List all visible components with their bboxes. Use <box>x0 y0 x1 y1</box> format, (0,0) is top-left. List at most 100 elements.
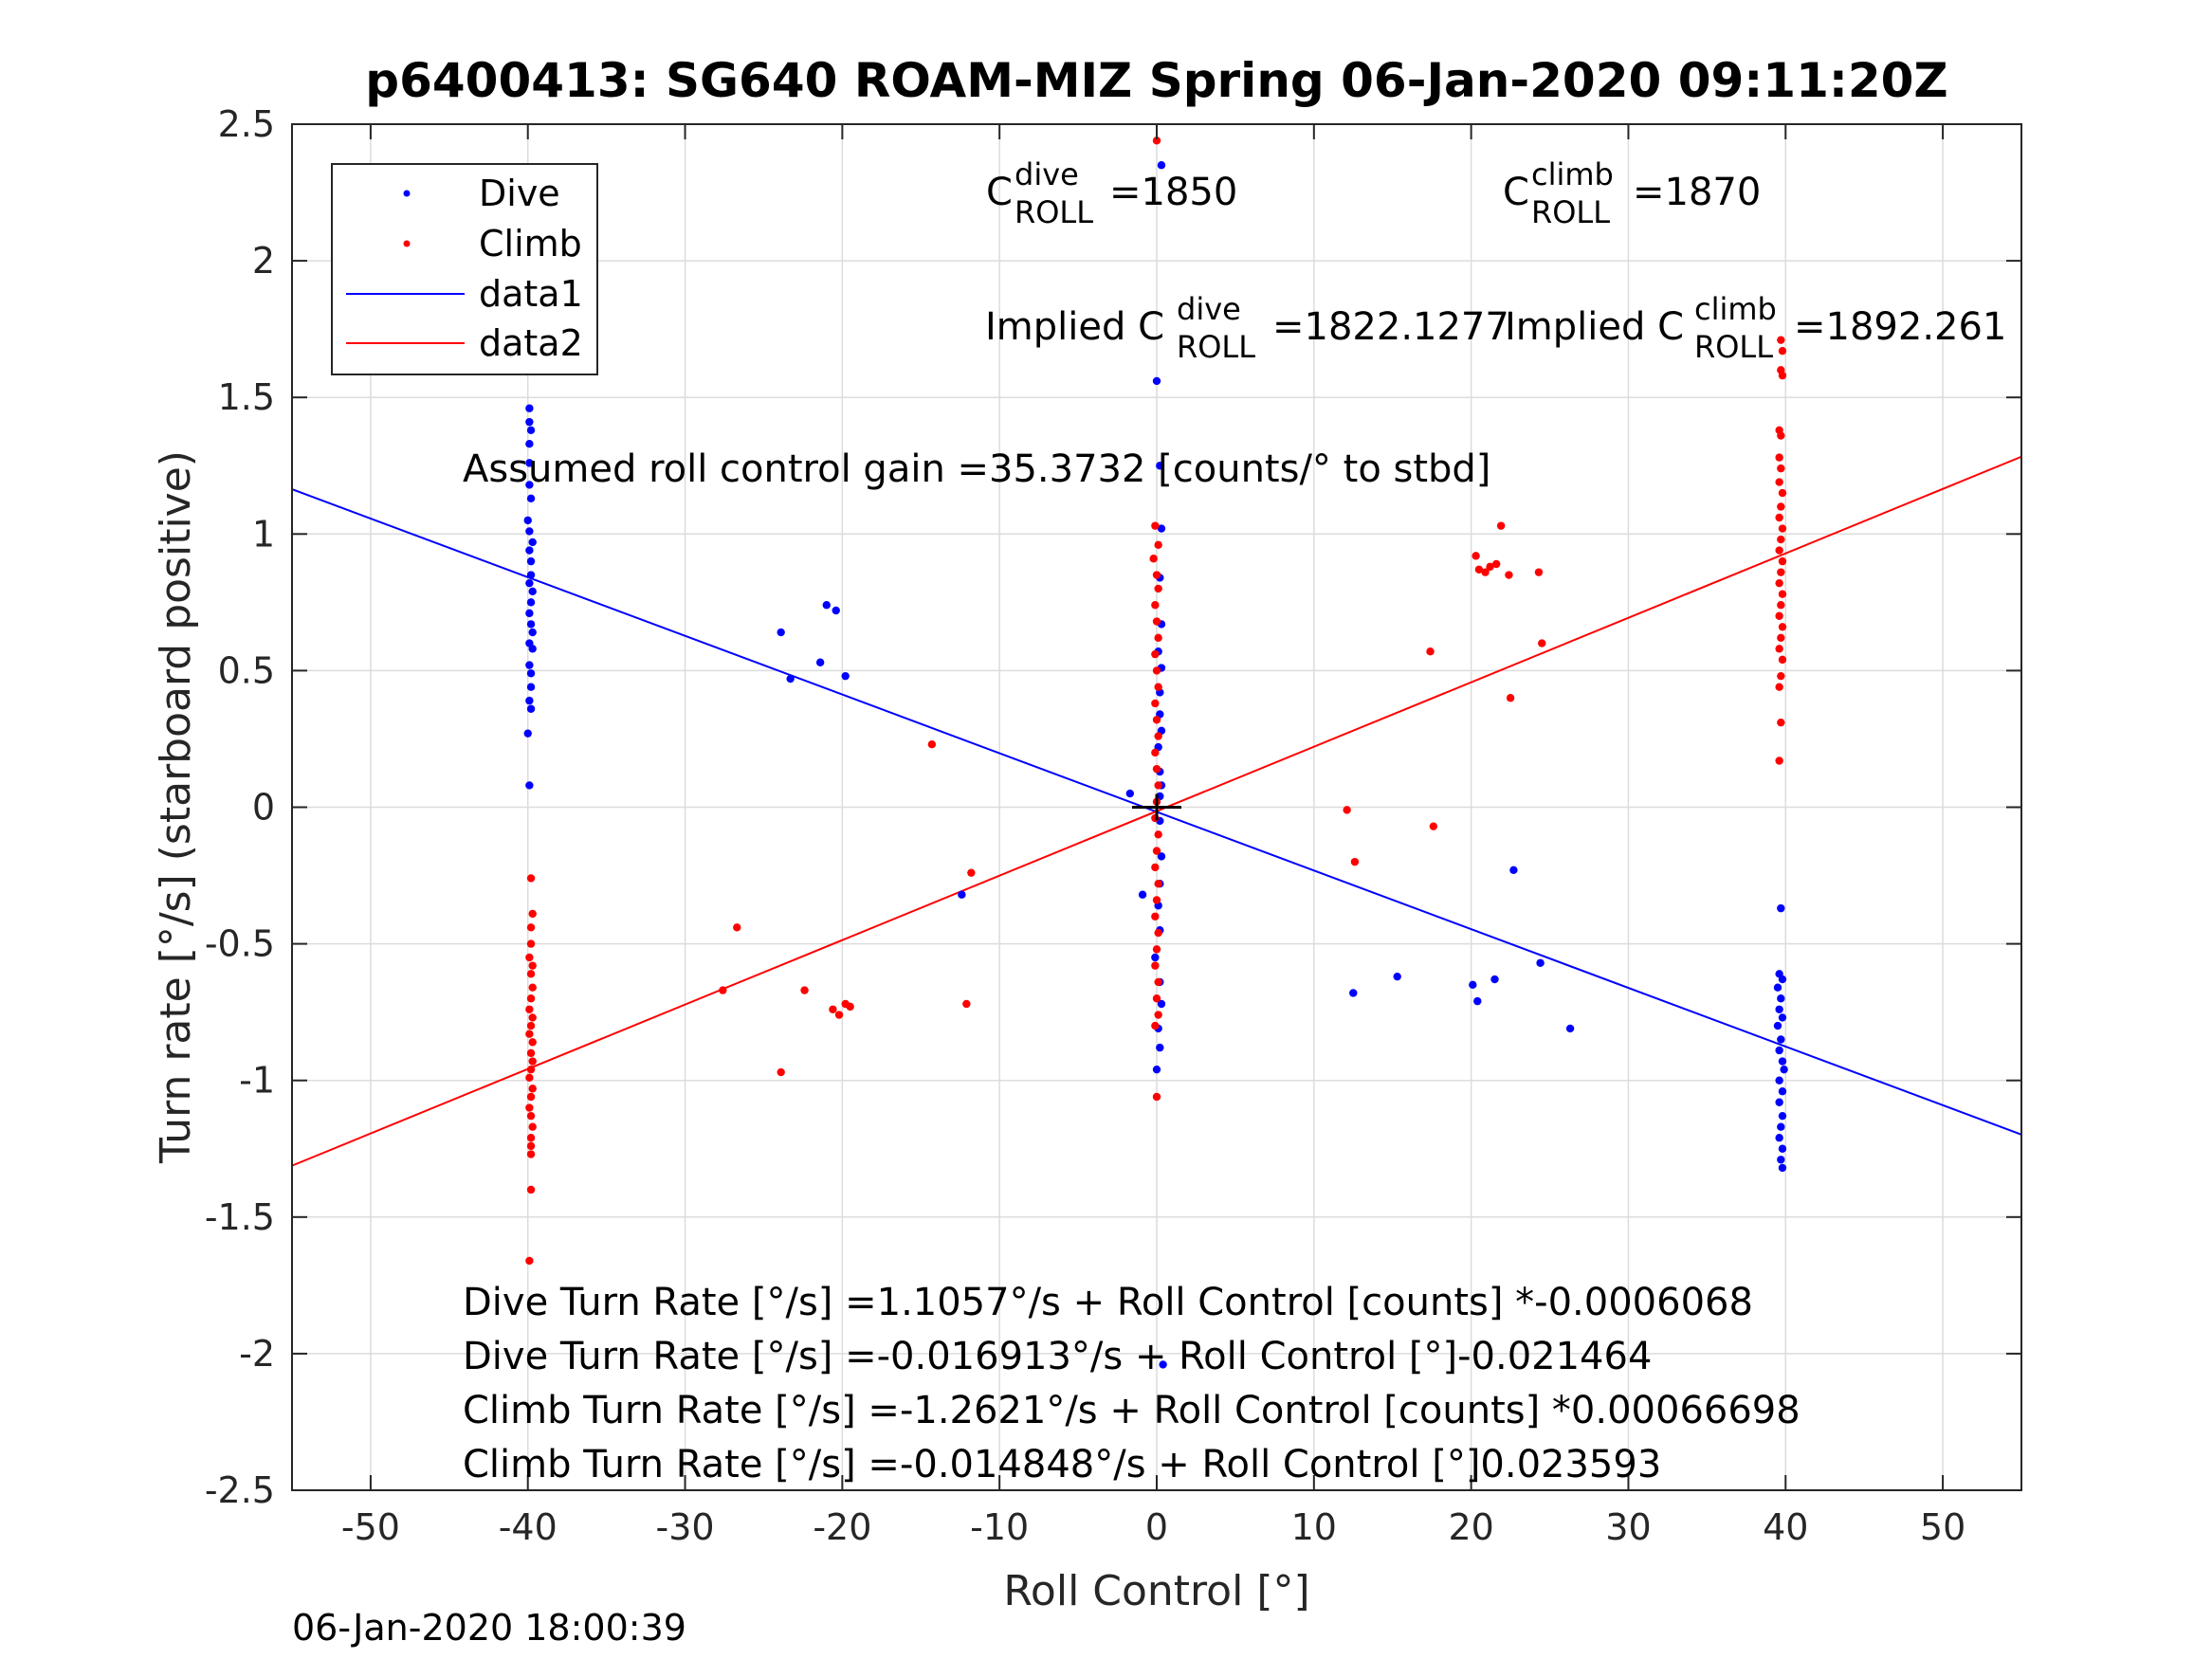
implied-dive-sup: dive <box>1177 291 1241 327</box>
climb-point <box>1777 568 1785 576</box>
equation-dive-degrees: Dive Turn Rate [°/s] =-0.016913°/s + Rol… <box>463 1335 1652 1378</box>
dive-point <box>1773 983 1782 992</box>
dive-point <box>525 661 534 669</box>
climb-point <box>1506 694 1515 702</box>
climb-point <box>1426 647 1435 656</box>
climb-point <box>1534 568 1544 576</box>
climb-point <box>525 1073 534 1083</box>
climb-point <box>1152 896 1161 904</box>
dive-point <box>525 481 534 489</box>
y-tick-label: 0.5 <box>218 649 275 691</box>
dive-point <box>1777 1122 1785 1131</box>
climb-point <box>1777 464 1785 473</box>
climb-point <box>733 923 741 932</box>
climb-point <box>528 1122 537 1131</box>
dive-point <box>525 527 534 536</box>
x-tick-label: 30 <box>1605 1506 1651 1548</box>
dive-point <box>958 890 966 899</box>
climb-point <box>528 1085 537 1093</box>
climb-point <box>528 1057 537 1066</box>
climb-point <box>1149 555 1158 563</box>
climb-point <box>1775 546 1783 555</box>
climb-point <box>962 999 971 1009</box>
dive-point <box>526 598 536 607</box>
dive-point <box>786 674 795 684</box>
c-dive-sup: dive <box>1015 156 1079 192</box>
dive-point <box>1393 972 1401 981</box>
dive-point <box>1349 989 1358 997</box>
climb-point <box>526 1111 536 1121</box>
climb-point <box>1154 633 1162 643</box>
c-climb-sup: climb <box>1531 156 1614 192</box>
y-tick-label: -2.5 <box>205 1469 275 1511</box>
climb-point <box>1775 611 1783 620</box>
climb-point <box>1154 928 1162 938</box>
climb-point <box>1154 683 1162 691</box>
y-tick-label: 1 <box>252 513 275 555</box>
climb-point <box>1778 556 1787 566</box>
climb-point <box>719 986 727 994</box>
climb-point <box>1775 645 1783 653</box>
climb-point <box>1154 584 1162 593</box>
climb-point <box>526 1065 536 1074</box>
dive-point <box>1775 1046 1783 1055</box>
climb-point <box>967 868 976 877</box>
x-tick-label: -50 <box>341 1506 400 1548</box>
equation-dive-counts: Dive Turn Rate [°/s] =1.1057°/s + Roll C… <box>463 1281 1753 1324</box>
implied-climb-sup: climb <box>1694 291 1777 327</box>
climb-point <box>1778 347 1787 356</box>
climb-point <box>1151 601 1160 610</box>
climb-point <box>1491 559 1501 569</box>
legend: Dive Climb data1 data2 <box>331 163 598 375</box>
climb-point <box>1152 994 1161 1003</box>
climb-point <box>525 1256 534 1266</box>
climb-point <box>1481 568 1490 576</box>
climb-point <box>1472 552 1480 560</box>
climb-point <box>525 1103 534 1112</box>
dive-point <box>1777 994 1785 1003</box>
climb-point <box>1775 578 1783 588</box>
dive-point <box>1775 1005 1783 1013</box>
dive-point <box>1778 1013 1787 1022</box>
dive-point <box>526 669 536 678</box>
climb-point <box>526 970 536 978</box>
dive-point <box>528 645 537 653</box>
climb-point <box>1777 718 1785 727</box>
climb-point <box>1778 371 1787 380</box>
dive-point <box>525 696 534 705</box>
climb-point <box>526 923 536 932</box>
climb-point <box>1152 764 1161 774</box>
climb-point <box>1152 945 1161 954</box>
climb-point <box>1505 571 1513 579</box>
climb-point <box>1775 513 1783 522</box>
climb-point <box>1152 1092 1161 1102</box>
climb-point <box>777 1067 785 1077</box>
climb-point <box>1154 540 1162 550</box>
climb-point <box>525 953 534 962</box>
climb-point <box>1154 879 1162 888</box>
c-climb-value: =1870 <box>1633 171 1761 214</box>
climb-point <box>829 1005 837 1013</box>
dive-point <box>525 404 534 412</box>
climb-point <box>1350 857 1360 866</box>
dive-point <box>1778 1087 1787 1096</box>
dive-point <box>1773 1021 1782 1030</box>
dive-point <box>1775 1098 1783 1106</box>
c-dive-base: C <box>986 171 1013 214</box>
dive-point <box>1157 161 1166 170</box>
dive-point <box>526 683 536 691</box>
data-points <box>523 137 1788 1369</box>
dive-point <box>1778 1111 1787 1121</box>
c-climb-sub: ROLL <box>1531 194 1610 230</box>
dive-point <box>1778 975 1787 984</box>
equation-climb-counts: Climb Turn Rate [°/s] =-1.2621°/s + Roll… <box>463 1389 1801 1432</box>
annotation-implied-climb: Implied C climb ROLL =1892.261 <box>1505 291 2006 365</box>
climb-point <box>528 983 537 992</box>
dive-point <box>525 546 534 555</box>
climb-point <box>1152 617 1161 626</box>
climb-point <box>526 1092 536 1102</box>
dive-point <box>528 587 537 596</box>
c-dive-value: =1850 <box>1109 171 1237 214</box>
annotation-c-climb: C climb ROLL =1870 <box>1503 156 1761 230</box>
dive-point <box>1152 376 1161 386</box>
